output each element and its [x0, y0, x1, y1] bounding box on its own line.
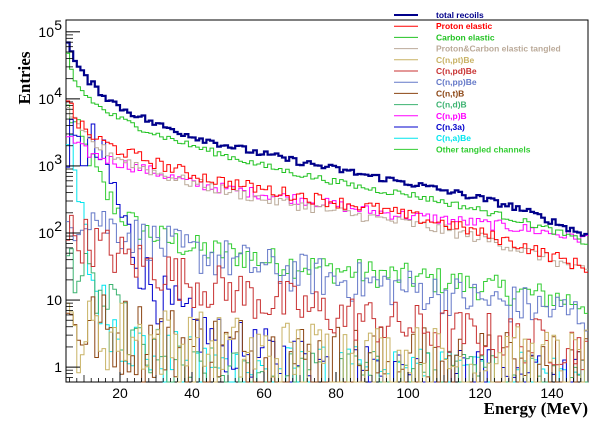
y-tick-label: 1	[54, 359, 62, 375]
series-line-4	[66, 300, 588, 383]
y-tick-exponent: 2	[54, 218, 62, 234]
plot-frame	[65, 19, 589, 383]
y-tick-exponent: 5	[54, 17, 62, 33]
x-tick-label: 60	[256, 385, 272, 401]
series-line-5	[66, 214, 588, 371]
legend-label: C(n,3a)	[436, 122, 465, 132]
y-axis-title: Entries	[15, 51, 34, 104]
x-tick-label: 100	[396, 385, 420, 401]
legend-label: C(n,pd)Be	[436, 66, 477, 76]
y-tick-label: 10	[38, 225, 54, 241]
x-tick-label: 120	[468, 385, 492, 401]
legend-label: C(n,d)B	[436, 100, 467, 110]
legend-label: C(n,p)B	[436, 111, 467, 121]
series-line-2	[66, 52, 588, 245]
y-tick-label: 10	[38, 91, 54, 107]
legend-label: C(n,pt)Be	[436, 55, 475, 65]
y-tick-exponent: 4	[54, 84, 62, 100]
legend-label: Other tangled channels	[436, 144, 531, 154]
series-line-0	[66, 41, 588, 237]
series-line-3	[66, 107, 588, 270]
y-tick-label: 10	[46, 292, 62, 308]
series-layer	[66, 41, 588, 383]
y-tick-label: 10	[38, 158, 54, 174]
x-axis-title: Energy (MeV)	[484, 399, 588, 418]
x-tick-label: 140	[540, 385, 564, 401]
x-tick-label: 80	[328, 385, 344, 401]
series-line-6	[66, 211, 588, 332]
y-tick-exponent: 3	[54, 151, 62, 167]
legend-label: C(n,t)B	[436, 88, 464, 98]
legend-label: Proton&Carbon elastic tangled	[436, 44, 561, 54]
legend-label: Proton elastic	[436, 21, 492, 31]
series-line-1	[66, 100, 588, 273]
x-tick-label: 20	[112, 385, 128, 401]
x-tick-label: 40	[184, 385, 200, 401]
legend-label: total recoils	[436, 10, 484, 20]
legend-label: C(n,pp)Be	[436, 77, 477, 87]
y-tick-label: 10	[38, 24, 54, 40]
legend-label: Carbon elastic	[436, 32, 495, 42]
legend-label: C(n,a)Be	[436, 133, 471, 143]
